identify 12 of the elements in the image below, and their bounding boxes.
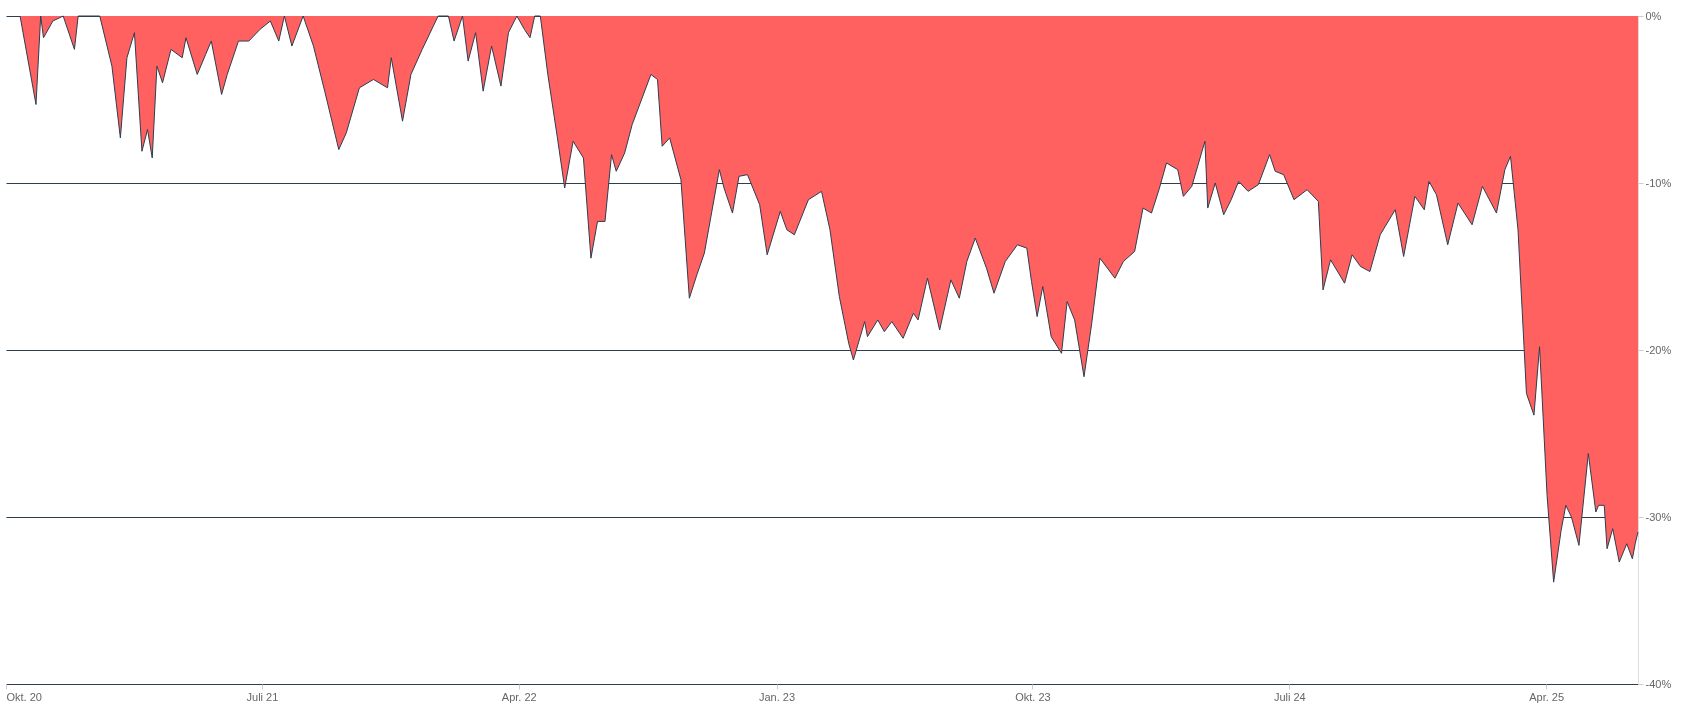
y-tick-label: -20% [1645, 343, 1672, 356]
y-tick-label: 0% [1645, 9, 1662, 22]
x-tick-label: Jan. 23 [758, 690, 796, 703]
x-tick-label: Apr. 25 [1529, 690, 1565, 703]
x-tick-label: Juli 24 [1273, 690, 1306, 703]
y-tick-label: -30% [1645, 510, 1672, 523]
y-tick-label: -10% [1645, 176, 1672, 189]
x-tick-label: Apr. 22 [501, 690, 537, 703]
x-tick-label: Okt. 20 [6, 690, 42, 703]
x-tick-label: Juli 21 [246, 690, 279, 703]
y-tick-label: -40% [1645, 677, 1672, 690]
x-tick-label: Okt. 23 [1015, 690, 1051, 703]
